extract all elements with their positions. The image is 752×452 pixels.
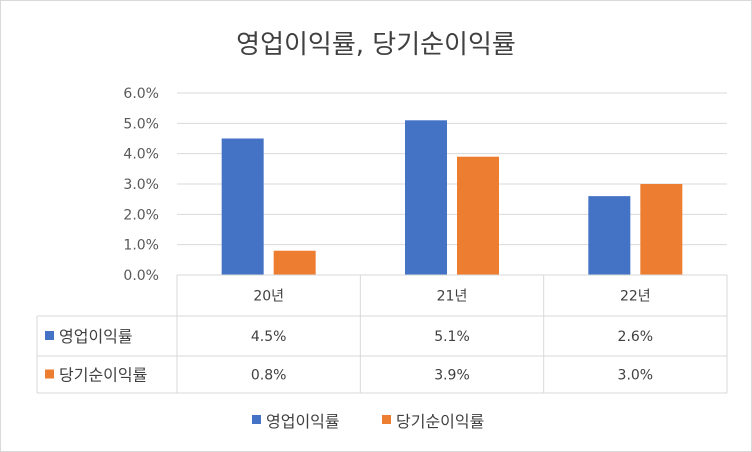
chart-title: 영업이익률, 당기순이익률: [236, 30, 516, 60]
bar: [640, 184, 683, 275]
data-label: 3.0%: [618, 368, 654, 384]
legend-swatch: [382, 415, 391, 424]
data-label: 2.6%: [618, 329, 654, 345]
x-category-label: 22년: [620, 289, 651, 305]
x-category-label: 20년: [253, 289, 284, 305]
bar: [273, 250, 316, 275]
data-label: 3.9%: [434, 368, 470, 384]
table-series-name: 영업이익률: [59, 327, 133, 346]
y-tick-label: 4.0%: [123, 147, 159, 163]
bar: [405, 120, 447, 275]
bar: [221, 138, 264, 275]
y-tick-label: 6.0%: [123, 86, 159, 102]
y-tick-label: 5.0%: [123, 116, 159, 132]
y-tick-label: 2.0%: [123, 207, 159, 223]
data-label: 5.1%: [434, 329, 470, 345]
bar: [457, 156, 499, 275]
y-tick-label: 3.0%: [123, 177, 159, 193]
x-category-label: 21년: [437, 289, 468, 305]
legend-swatch: [252, 415, 261, 424]
y-tick-label: 0.0%: [123, 268, 159, 284]
legend: 영업이익률 당기순이익률: [252, 412, 484, 431]
legend-label: 영업이익률: [266, 412, 340, 431]
gridlines: [177, 92, 727, 246]
y-tick-label: 1.0%: [123, 238, 159, 254]
table-series-name: 당기순이익률: [59, 366, 147, 385]
table-legend-key: [45, 331, 54, 340]
data-label: 0.8%: [251, 368, 287, 384]
y-axis-ticks: 0.0% 1.0% 2.0% 3.0% 4.0% 5.0% 6.0%: [123, 86, 159, 284]
bars: [221, 120, 683, 275]
legend-label: 당기순이익률: [396, 412, 484, 431]
bar: [588, 196, 631, 275]
data-label: 4.5%: [251, 329, 287, 345]
table-legend-key: [45, 369, 54, 379]
